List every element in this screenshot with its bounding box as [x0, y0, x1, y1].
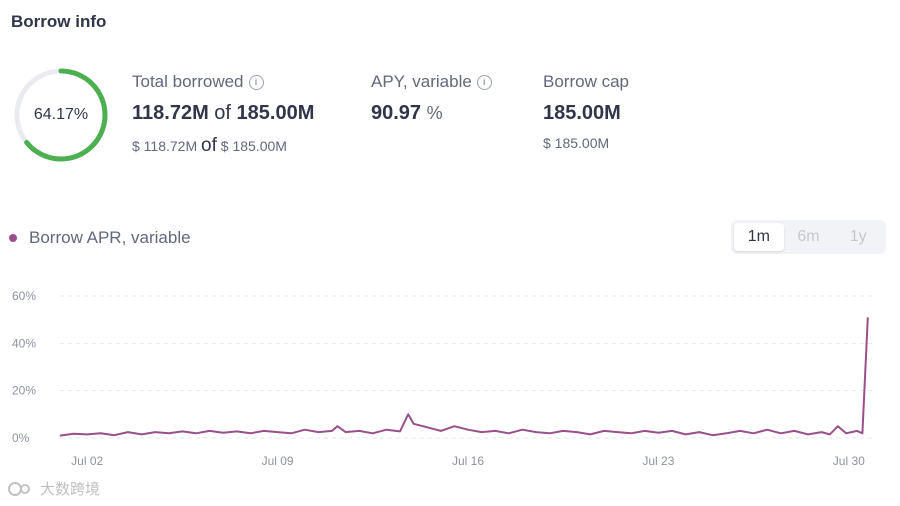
chart-legend: Borrow APR, variable — [9, 228, 191, 248]
info-icon[interactable]: i — [476, 74, 492, 90]
total-borrowed-usd-amount: $ 118.72M — [132, 138, 198, 154]
x-tick-label: Jul 30 — [833, 454, 865, 468]
total-borrowed-amount: 118.72M — [132, 102, 209, 124]
borrow-apr-line — [59, 317, 869, 437]
total-borrowed-label: Total borrowed — [132, 72, 244, 91]
utilization-ring-progress — [14, 68, 108, 162]
total-borrowed-of: of — [214, 102, 231, 124]
range-tab-1m[interactable]: 1m — [734, 223, 784, 251]
y-tick-label: 20% — [12, 384, 36, 398]
total-borrowed-usd-of: of — [201, 135, 217, 156]
borrow-apr-chart: 0% 20% 40% 60% Jul 02 Jul 09 Jul 16 Jul 23 Jul 3… — [12, 289, 876, 468]
borrow-cap-label: Borrow cap — [543, 72, 629, 91]
section-title: Borrow info — [11, 12, 107, 31]
total-borrowed-stat: Total borrowed i 118.72M of 185.00M $ 11… — [132, 72, 314, 157]
y-tick-label: 40% — [12, 336, 36, 350]
borrow-cap-stat: Borrow cap 185.00M $ 185.00M — [543, 72, 629, 151]
borrow-cap-value: 185.00M — [543, 102, 621, 124]
utilization-percent: 64.17% — [33, 106, 89, 123]
apy-label: APY, variable — [371, 72, 472, 91]
utilization-ring — [14, 68, 108, 162]
legend-label: Borrow APR, variable — [29, 228, 191, 247]
watermark-text: 大数跨境 — [40, 481, 101, 498]
info-icon[interactable]: i — [248, 74, 264, 90]
range-tab-1y[interactable]: 1y — [849, 228, 867, 245]
time-range-selector: 1m 6m 1y — [731, 220, 886, 254]
watermark: 大数跨境 — [8, 478, 100, 499]
apy-value: 90.97 — [371, 102, 422, 124]
range-tab-6m[interactable]: 6m — [797, 228, 820, 245]
watermark-logo-icon — [8, 481, 30, 496]
apy-unit: % — [426, 103, 443, 123]
legend-dot-icon — [9, 234, 17, 242]
x-tick-label: Jul 23 — [642, 454, 674, 468]
y-tick-label: 0% — [12, 431, 30, 445]
total-borrowed-usd-cap: $ 185.00M — [220, 138, 287, 154]
x-tick-label: Jul 02 — [71, 454, 103, 468]
x-tick-label: Jul 16 — [452, 454, 484, 468]
total-borrowed-cap: 185.00M — [236, 102, 315, 124]
x-tick-label: Jul 09 — [262, 454, 294, 468]
borrow-cap-usd: $ 185.00M — [543, 135, 610, 151]
apy-stat: APY, variable i 90.97 % — [371, 72, 492, 125]
y-tick-label: 60% — [12, 289, 36, 303]
